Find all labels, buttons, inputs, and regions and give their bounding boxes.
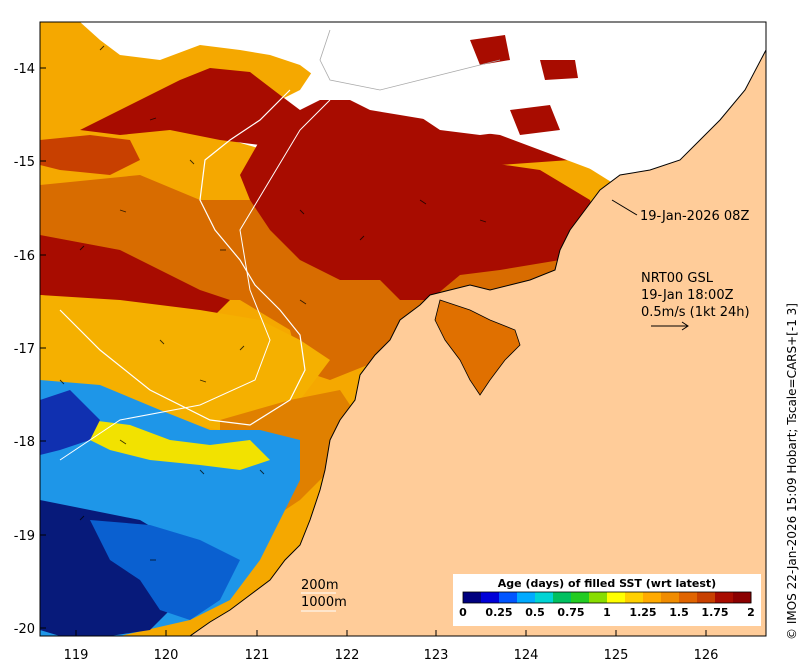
colorbar-tick-label: 1	[603, 606, 611, 619]
isobath-1000m-label: 1000m	[301, 595, 347, 610]
isobath-grey	[319, 29, 501, 91]
colorbar-swatch	[715, 592, 734, 603]
colorbar-swatch	[625, 592, 644, 603]
colorbar-swatches	[462, 591, 752, 604]
current-vectors	[59, 45, 487, 561]
colorbar-swatch	[499, 592, 518, 603]
colorbar-swatch	[607, 592, 626, 603]
x-tick-label: 124	[514, 648, 539, 663]
y-tick-label: -14	[14, 62, 35, 77]
isobath-200m-label: 200m	[301, 578, 338, 593]
isobath-200m	[59, 89, 306, 426]
y-tick-label: -19	[14, 529, 35, 544]
sst-red-islands	[470, 35, 578, 135]
sst-age-band-yellow	[90, 420, 270, 470]
colorbar-tick-label: 0.5	[525, 606, 545, 619]
x-tick-label: 125	[604, 648, 629, 663]
colorbar-swatch	[679, 592, 698, 603]
x-tick-label: 120	[154, 648, 179, 663]
colorbar-title: Age (days) of filled SST (wrt latest)	[498, 577, 716, 590]
x-tick-label: 123	[424, 648, 449, 663]
current-time-label: 19-Jan 18:00Z	[641, 288, 734, 303]
colorbar-swatch	[553, 592, 572, 603]
colorbar-tick-label: 1.75	[701, 606, 728, 619]
current-scale-arrow	[651, 321, 689, 331]
colorbar-swatch	[481, 592, 500, 603]
x-tick-label: 119	[64, 648, 89, 663]
sst-age-band-red-north	[80, 68, 570, 165]
y-tick-label: -16	[14, 249, 35, 264]
current-scale-label: 0.5m/s (1kt 24h)	[641, 305, 750, 320]
no-data-region	[80, 22, 766, 270]
colorbar-swatch	[463, 592, 482, 603]
credit-text: © IMOS 22-Jan-2026 15:09 Hobart; Tscale=…	[785, 303, 799, 640]
colorbar-swatch	[571, 592, 590, 603]
colorbar-tick-label: 2	[747, 606, 755, 619]
y-tick-label: -18	[14, 435, 35, 450]
y-tick-label: -17	[14, 342, 35, 357]
current-model-label: NRT00 GSL	[641, 271, 714, 286]
sst-age-band-darkblue	[40, 390, 100, 455]
y-tick-label: -20	[14, 622, 35, 637]
sst-age-band-mid-blue	[90, 520, 240, 620]
colorbar-swatch	[535, 592, 554, 603]
colorbar-tick-label: 1.25	[629, 606, 656, 619]
colorbar-swatch	[733, 592, 752, 603]
timestamp-label: 19-Jan-2026 08Z	[640, 209, 749, 224]
land-king-sound-inlet	[434, 299, 521, 396]
colorbar-swatch	[661, 592, 680, 603]
colorbar-tick-label: 0	[459, 606, 467, 619]
x-tick-label: 126	[694, 648, 719, 663]
colorbar-swatch	[697, 592, 716, 603]
x-tick-label: 122	[335, 648, 360, 663]
x-ticks	[75, 630, 707, 636]
sst-age-band-red-central	[240, 140, 600, 300]
colorbar-swatch	[589, 592, 608, 603]
colorbar-tick-label: 0.75	[557, 606, 584, 619]
plot-frame	[39, 21, 767, 637]
colorbar-swatch	[643, 592, 662, 603]
x-tick-labels: 119 120 121 122 123 124 125 126	[64, 648, 719, 663]
colorbar-tick-label: 1.5	[669, 606, 689, 619]
y-tick-label: -15	[14, 155, 35, 170]
colorbar-swatch	[517, 592, 536, 603]
sst-age-band-brown-west	[40, 135, 140, 175]
x-tick-label: 121	[245, 648, 270, 663]
isobath-1000m	[59, 99, 331, 461]
y-ticks	[40, 67, 46, 629]
colorbar-tick-labels: 0 0.25 0.5 0.75 1 1.25 1.5 1.75 2	[459, 606, 755, 619]
colorbar-outline	[462, 591, 752, 604]
colorbar-tick-label: 0.25	[485, 606, 512, 619]
map-layers	[40, 22, 766, 636]
y-tick-labels: -14 -15 -16 -17 -18 -19 -20	[14, 62, 35, 637]
timestamp-pointer	[611, 199, 638, 216]
